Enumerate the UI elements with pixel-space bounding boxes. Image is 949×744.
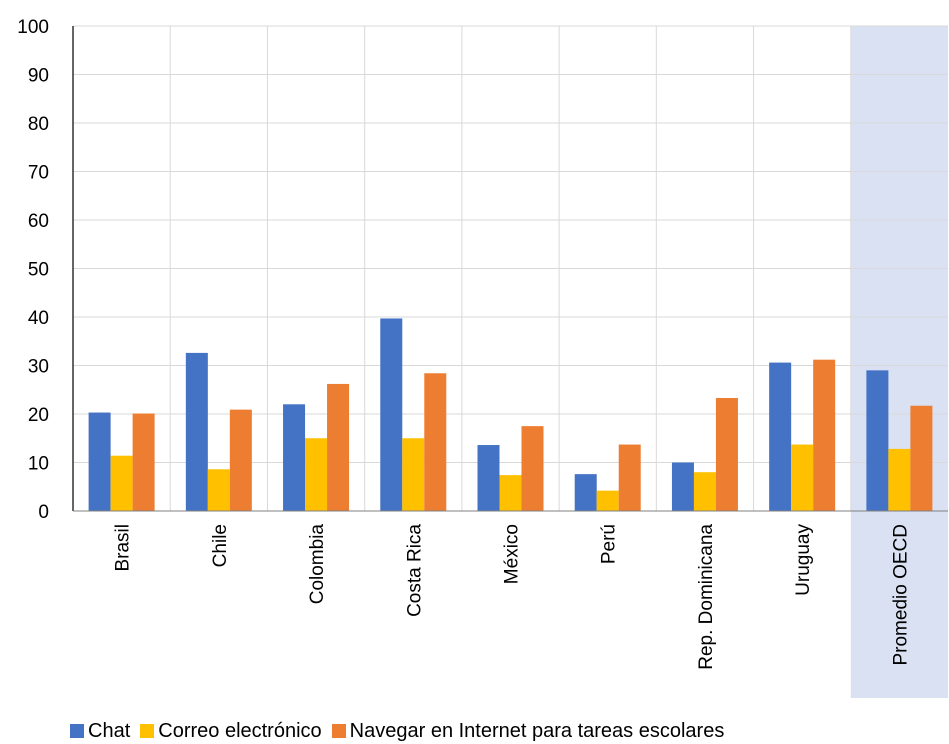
y-tick-label-70: 70: [28, 163, 49, 184]
bar-navegar-en-internet-para-tareas-escolares-chile: [229, 409, 252, 511]
bar-chat-costa-rica: [380, 318, 403, 511]
bar-correo-electronico-colombia: [305, 438, 328, 511]
y-tick-label-10: 10: [28, 454, 49, 475]
x-tick-label-promedio-oecd: Promedio OECD: [890, 524, 911, 666]
bar-correo-electronico-brasil: [110, 455, 133, 511]
x-tick-label-colombia: Colombia: [307, 524, 328, 605]
bar-correo-electronico-peru: [596, 490, 619, 511]
x-tick-label-brasil: Brasil: [113, 524, 134, 572]
bar-navegar-en-internet-para-tareas-escolares-colombia: [327, 383, 350, 511]
x-tick-label-uruguay: Uruguay: [793, 524, 814, 596]
bar-chat-mexico: [477, 445, 500, 511]
bar-navegar-en-internet-para-tareas-escolares-uruguay: [813, 359, 836, 511]
highlight-band: [850, 26, 948, 698]
x-tick-label-peru: Perú: [599, 524, 620, 564]
legend-item-correo: Correo electrónico: [140, 719, 322, 743]
bar-navegar-en-internet-para-tareas-escolares-brasil: [132, 413, 155, 511]
x-tick-label-chile: Chile: [210, 524, 231, 567]
bar-navegar-en-internet-para-tareas-escolares-peru: [618, 444, 641, 511]
legend-swatch-chat: [70, 724, 84, 738]
bar-chat-colombia: [283, 404, 306, 511]
legend-label-chat: Chat: [88, 719, 131, 742]
bar-navegar-en-internet-para-tareas-escolares-costa-rica: [424, 373, 447, 511]
y-tick-label-30: 30: [28, 357, 49, 378]
legend-item-chat: Chat: [70, 720, 130, 743]
x-tick-label-rep-dominicana: Rep. Dominicana: [696, 524, 717, 670]
bar-navegar-en-internet-para-tareas-escolares-promedio-oecd: [910, 405, 933, 511]
y-tick-label-90: 90: [28, 66, 49, 87]
y-tick-label-40: 40: [28, 308, 49, 329]
bar-chat-peru: [574, 474, 597, 511]
bar-navegar-en-internet-para-tareas-escolares-mexico: [521, 426, 544, 511]
y-tick-label-60: 60: [28, 211, 49, 232]
legend-swatch-navegar: [331, 724, 346, 738]
bar-chat-rep-dominicana: [671, 462, 694, 511]
y-tick-label-80: 80: [28, 114, 49, 135]
bar-correo-electronico-promedio-oecd: [888, 448, 911, 511]
bar-chat-uruguay: [769, 362, 792, 511]
legend-swatch-correo: [140, 724, 155, 738]
y-tick-label-100: 100: [17, 17, 49, 38]
y-tick-label-50: 50: [28, 260, 49, 281]
x-tick-label-costa-rica: Costa Rica: [404, 524, 425, 617]
bar-correo-electronico-chile: [207, 469, 230, 511]
bar-correo-electronico-uruguay: [791, 444, 814, 511]
bar-navegar-en-internet-para-tareas-escolares-rep-dominicana: [715, 397, 738, 511]
bar-correo-electronico-costa-rica: [402, 438, 425, 511]
bar-chart: 0 10 20 30 40 50 60 70 80 90 100 Brasil Chile Colombi…: [17, 17, 948, 698]
x-tick-label-mexico: México: [502, 524, 523, 584]
legend-label-correo: Correo electrónico: [158, 719, 322, 742]
y-tick-label-0: 0: [38, 502, 49, 523]
bar-correo-electronico-mexico: [499, 475, 522, 511]
legend: Chat Correo electrónico Navegar en Inter…: [70, 719, 734, 743]
y-tick-label-20: 20: [28, 405, 49, 426]
bar-chat-brasil: [88, 412, 111, 511]
bar-correo-electronico-rep-dominicana: [693, 472, 716, 511]
legend-label-navegar: Navegar en Internet para tareas escolare…: [349, 719, 725, 742]
legend-item-navegar: Navegar en Internet para tareas escolare…: [331, 719, 725, 743]
bar-chat-chile: [185, 352, 208, 511]
bar-chat-promedio-oecd: [866, 370, 889, 511]
